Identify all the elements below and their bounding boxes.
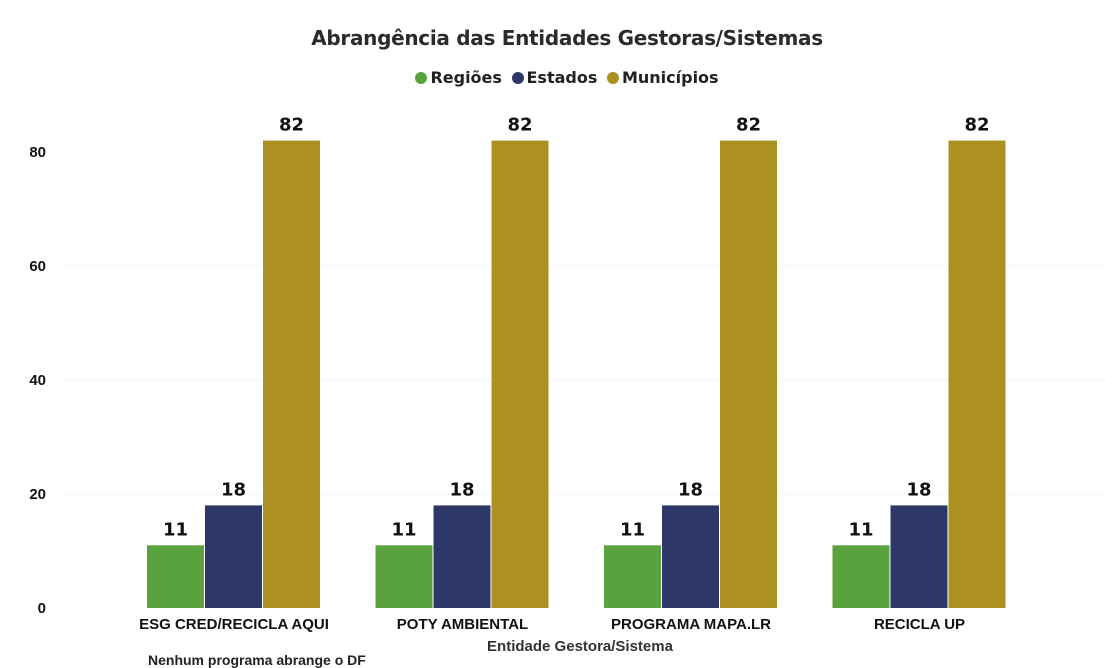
y-tick-label-40: 40 bbox=[29, 372, 46, 389]
y-tick-label-60: 60 bbox=[29, 258, 46, 275]
bar-4-2[interactable] bbox=[890, 505, 948, 608]
bar-4-3[interactable] bbox=[948, 140, 1006, 608]
bar-2-1[interactable] bbox=[375, 545, 433, 608]
x-tick-label-2: POTY AMBIENTAL bbox=[397, 616, 528, 633]
bar-3-3[interactable] bbox=[720, 140, 777, 608]
data-label-3-2: 18 bbox=[678, 479, 703, 500]
data-label-3-1: 11 bbox=[620, 519, 645, 540]
bar-4-1[interactable] bbox=[832, 545, 890, 608]
bar-1-3[interactable] bbox=[263, 140, 320, 608]
data-label-1-1: 11 bbox=[163, 519, 188, 540]
data-label-4-3: 82 bbox=[964, 115, 989, 136]
data-label-2-1: 11 bbox=[391, 519, 416, 540]
legend-swatch-regioes bbox=[415, 72, 428, 84]
data-label-1-3: 82 bbox=[279, 115, 304, 136]
footnote: Nenhum programa abrange o DF bbox=[148, 652, 366, 668]
chart-title: Abrangência das Entidades Gestoras/Siste… bbox=[311, 26, 823, 50]
x-tick-label-4: RECICLA UP bbox=[874, 616, 965, 633]
data-label-2-3: 82 bbox=[507, 115, 532, 136]
bar-2-3[interactable] bbox=[491, 140, 549, 608]
data-label-3-3: 82 bbox=[736, 115, 761, 136]
data-label-2-2: 18 bbox=[449, 479, 474, 500]
legend-label-estados: Estados bbox=[526, 68, 598, 87]
bar-1-1[interactable] bbox=[147, 545, 204, 608]
data-label-1-2: 18 bbox=[221, 479, 246, 500]
legend-item-municipios[interactable]: Municípios bbox=[606, 68, 719, 87]
legend-label-municipios: Municípios bbox=[621, 68, 719, 87]
y-tick-label-80: 80 bbox=[29, 144, 46, 161]
x-axis-label: Entidade Gestora/Sistema bbox=[487, 638, 673, 655]
y-tick-label-20: 20 bbox=[29, 486, 46, 503]
data-label-4-2: 18 bbox=[906, 479, 931, 500]
bar-2-2[interactable] bbox=[433, 505, 491, 608]
data-label-4-1: 11 bbox=[848, 519, 873, 540]
legend: Regiões Estados Municípios bbox=[0, 68, 1114, 87]
bar-1-2[interactable] bbox=[205, 505, 262, 608]
legend-swatch-municipios bbox=[606, 72, 619, 84]
legend-swatch-estados bbox=[511, 72, 524, 84]
y-tick-label-0: 0 bbox=[38, 600, 46, 617]
legend-item-estados[interactable]: Estados bbox=[511, 68, 598, 87]
bar-3-1[interactable] bbox=[604, 545, 661, 608]
legend-label-regioes: Regiões bbox=[430, 68, 502, 87]
legend-item-regioes[interactable]: Regiões bbox=[415, 68, 502, 87]
x-tick-label-1: ESG CRED/RECICLA AQUI bbox=[139, 616, 329, 633]
x-tick-label-3: PROGRAMA MAPA.LR bbox=[611, 616, 771, 633]
bar-3-2[interactable] bbox=[662, 505, 719, 608]
